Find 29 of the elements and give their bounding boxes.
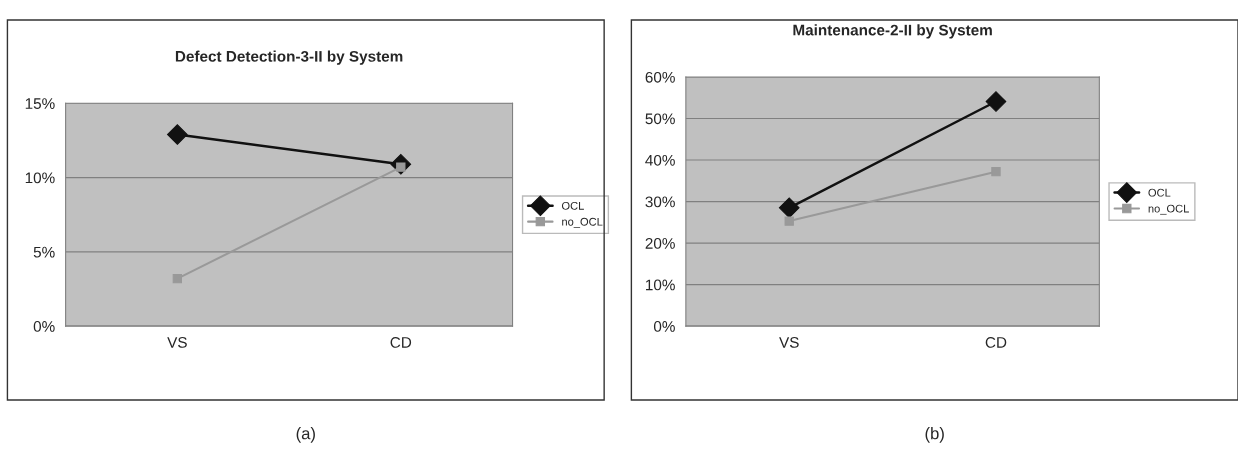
x-tick-label: VS: [779, 336, 799, 348]
chart-title: Defect Detection-3-II by System: [175, 50, 403, 65]
y-tick-label: 40%: [645, 154, 675, 166]
y-tick-label: 5%: [33, 246, 55, 258]
x-tick-label: CD: [985, 336, 1007, 348]
y-tick-label: 0%: [33, 321, 55, 332]
legend-label: OCL: [561, 201, 584, 210]
legend-label: no_OCL: [1148, 204, 1189, 215]
y-tick-label: 30%: [645, 196, 675, 208]
point: [172, 273, 183, 284]
point: [784, 216, 794, 226]
y-tick-label: 15%: [25, 98, 55, 109]
legend-label: no_OCL: [562, 217, 603, 228]
y-tick-label: 0%: [653, 321, 675, 332]
text: (a): [296, 427, 315, 443]
x-tick-label: VS: [167, 336, 187, 348]
text: (b): [925, 427, 944, 443]
y-tick-label: 10%: [25, 172, 55, 184]
point: [985, 91, 1007, 112]
y-tick-label: 60%: [645, 71, 675, 83]
point: [778, 197, 800, 219]
point: [167, 124, 188, 145]
chart-title: Maintenance-2-II by System: [793, 24, 992, 39]
x-tick-label: CD: [390, 336, 412, 348]
y-tick-label: 50%: [645, 113, 675, 125]
legend-label: OCL: [1148, 188, 1171, 197]
point: [991, 167, 1001, 177]
y-tick-label: 10%: [646, 279, 675, 291]
y-tick-label: 20%: [645, 237, 675, 249]
